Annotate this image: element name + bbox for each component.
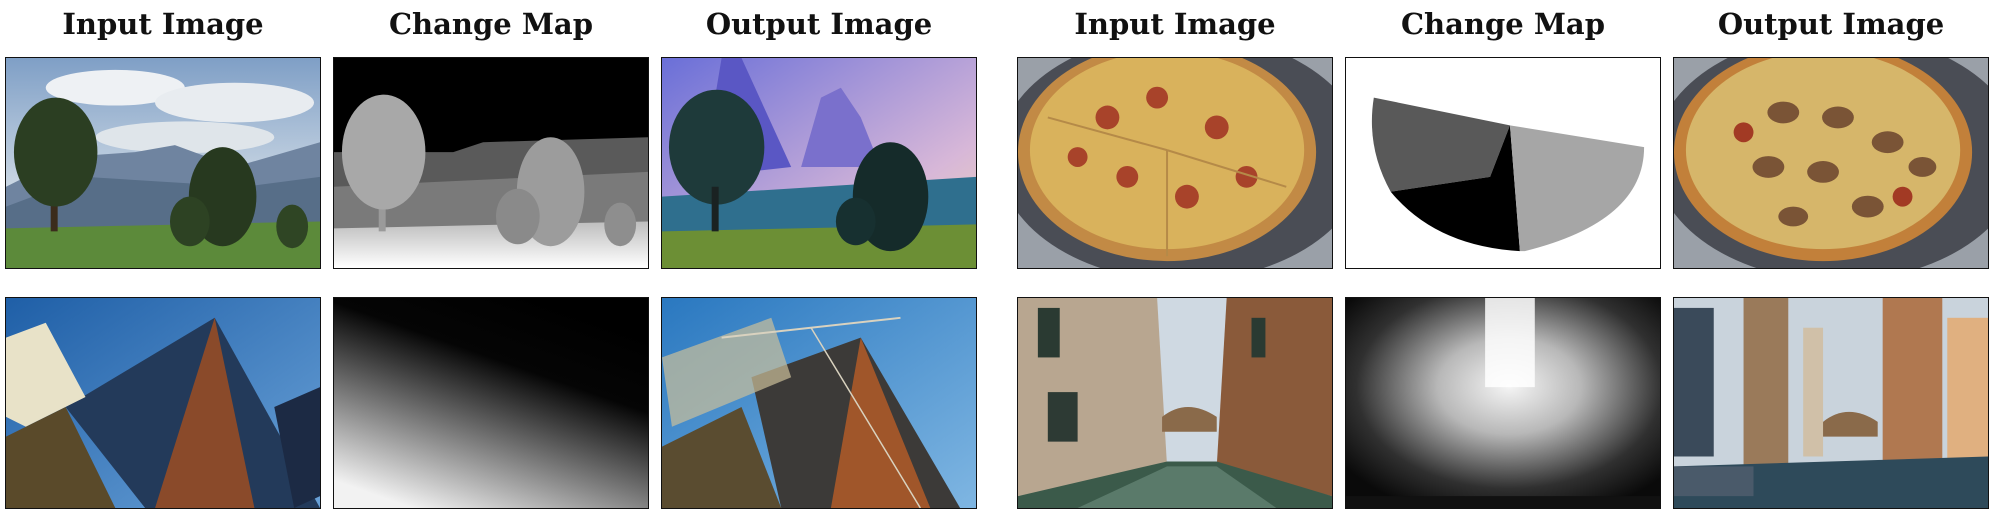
canal-depth-change-map: [1345, 297, 1661, 509]
gradient-change-map: [333, 297, 649, 509]
column-header-change-map-1: Change Map: [388, 7, 594, 41]
landscape-input-image: [5, 57, 321, 269]
canal-input-image: [1017, 297, 1333, 509]
futuristic-canal-output-image: [1673, 297, 1989, 509]
column-header-input-image-2: Input Image: [1074, 7, 1276, 41]
column-header-change-map-2: Change Map: [1400, 7, 1606, 41]
skyscraper-input-image: [5, 297, 321, 509]
fantasy-landscape-output-image: [661, 57, 977, 269]
column-header-output-image-2: Output Image: [1717, 7, 1945, 41]
column-header-input-image-1: Input Image: [62, 7, 264, 41]
landscape-depth-change-map: [333, 57, 649, 269]
pizza-segment-change-map: [1345, 57, 1661, 269]
column-header-output-image-1: Output Image: [705, 7, 933, 41]
pizza-input-image: [1017, 57, 1333, 269]
construction-skyscraper-output-image: [661, 297, 977, 509]
mushroom-pizza-output-image: [1673, 57, 1989, 269]
